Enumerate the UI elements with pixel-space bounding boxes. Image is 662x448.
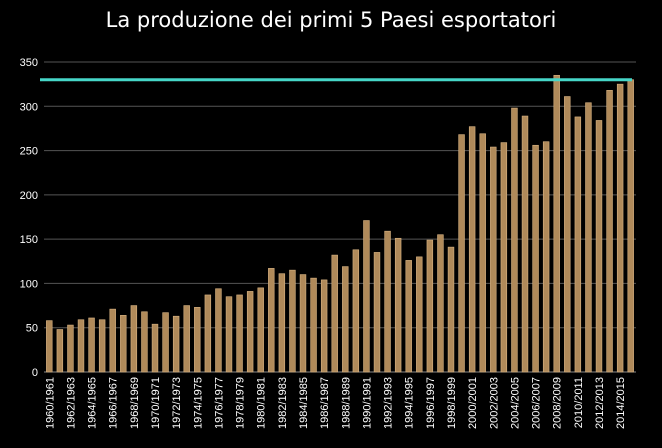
y-tick-label: 250 xyxy=(20,146,38,158)
y-tick-label: 0 xyxy=(32,367,38,379)
x-tick-label: 1988/1989 xyxy=(340,377,352,429)
bar xyxy=(458,134,465,373)
bar xyxy=(278,273,286,373)
bar xyxy=(627,79,634,373)
x-tick-label: 1986/1987 xyxy=(319,377,331,429)
x-tick-label: 1964/1965 xyxy=(87,377,99,429)
x-tick-label: 1990/1991 xyxy=(361,377,373,429)
bar xyxy=(352,249,360,373)
bar xyxy=(172,315,180,373)
bar xyxy=(215,288,222,373)
bar xyxy=(130,305,138,373)
x-tick-label: 1994/1995 xyxy=(404,377,416,429)
bar xyxy=(88,317,95,373)
x-tick-label: 1966/1967 xyxy=(108,377,120,429)
x-tick-label: 2008/2009 xyxy=(552,377,564,429)
bar xyxy=(162,312,169,373)
y-tick-label: 200 xyxy=(20,190,38,202)
bar xyxy=(109,308,116,373)
x-tick-label: 2004/2005 xyxy=(509,377,521,429)
bar xyxy=(98,319,106,373)
y-tick-label: 50 xyxy=(26,323,38,335)
bar xyxy=(373,252,381,373)
bar xyxy=(532,144,539,373)
bar xyxy=(616,83,624,373)
bar xyxy=(564,96,571,373)
x-tick-label: 2014/2015 xyxy=(615,377,627,429)
bar xyxy=(183,305,190,373)
bar xyxy=(574,116,582,373)
bar xyxy=(257,287,264,373)
bar xyxy=(426,239,434,373)
bar xyxy=(490,146,497,373)
bar xyxy=(310,277,317,373)
bar xyxy=(606,90,613,373)
y-tick-label: 100 xyxy=(20,278,38,290)
bar xyxy=(394,237,402,373)
bar xyxy=(77,319,85,373)
bar xyxy=(437,234,444,373)
bar xyxy=(500,142,508,373)
x-tick-label: 2006/2007 xyxy=(531,377,543,429)
x-tick-label: 1998/1999 xyxy=(446,377,458,429)
bar xyxy=(585,102,592,373)
bar xyxy=(120,315,127,373)
bar xyxy=(289,269,296,373)
x-tick-label: 1960/1961 xyxy=(44,377,56,429)
x-tick-label: 2000/2001 xyxy=(467,377,479,429)
bar xyxy=(194,307,201,373)
x-tick-label: 1976/1977 xyxy=(213,377,225,429)
x-tick-label: 1996/1997 xyxy=(425,377,437,429)
bar xyxy=(56,329,64,373)
x-tick-label: 1962/1963 xyxy=(65,377,77,429)
bar xyxy=(141,311,148,373)
x-tick-label: 1972/1973 xyxy=(171,377,183,429)
x-tick-label: 1984/1985 xyxy=(298,377,310,429)
bar xyxy=(447,246,455,373)
x-tick-label: 1970/1971 xyxy=(150,377,162,429)
bar xyxy=(268,268,275,373)
bar xyxy=(553,74,560,373)
x-tick-label: 2002/2003 xyxy=(488,377,500,429)
x-tick-label: 1992/1993 xyxy=(383,377,395,429)
y-axis-ticks: 0 50 100 150 200 250 300 350 xyxy=(20,57,38,379)
bar xyxy=(468,126,476,373)
chart-title: La produzione dei primi 5 Paesi esportat… xyxy=(105,8,557,32)
bar xyxy=(246,291,254,373)
bar xyxy=(151,323,159,373)
x-axis-ticks: 1960/1961 1962/1963 1964/1965 1966/1967 1968… xyxy=(44,377,627,429)
bar xyxy=(479,133,486,373)
bar xyxy=(521,115,529,373)
x-tick-label: 2012/2013 xyxy=(594,377,606,429)
bar xyxy=(542,141,550,373)
bar xyxy=(67,324,74,373)
y-tick-label: 300 xyxy=(20,101,38,113)
bar xyxy=(299,274,307,373)
x-tick-label: 1974/1975 xyxy=(192,377,204,429)
bar xyxy=(225,296,233,373)
bar xyxy=(511,107,518,373)
y-tick-label: 150 xyxy=(20,234,38,246)
x-tick-label: 2010/2011 xyxy=(573,377,585,428)
y-tick-label: 350 xyxy=(20,57,38,69)
bar xyxy=(236,294,243,373)
bar xyxy=(416,256,423,373)
bar xyxy=(320,279,328,373)
bar xyxy=(331,254,338,373)
bar xyxy=(595,120,603,373)
bar xyxy=(204,294,212,373)
bar xyxy=(384,230,391,373)
bar xyxy=(46,320,53,373)
bar xyxy=(405,260,412,373)
x-tick-label: 1978/1979 xyxy=(235,377,247,429)
x-tick-label: 1968/1969 xyxy=(129,377,141,429)
x-tick-label: 1982/1983 xyxy=(277,377,289,429)
bar xyxy=(342,266,349,373)
x-tick-label: 1980/1981 xyxy=(256,377,268,429)
bar xyxy=(363,220,370,373)
bars xyxy=(46,74,634,373)
